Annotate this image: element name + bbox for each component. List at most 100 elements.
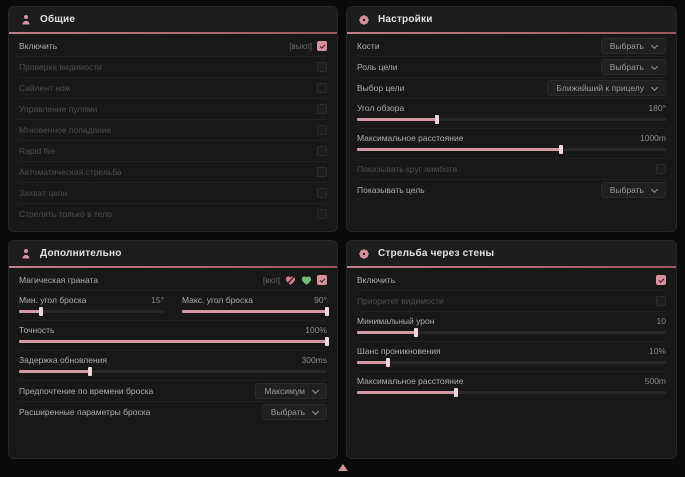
- setting-label: Магическая граната: [19, 275, 99, 285]
- setting-label: Стрелять только в тело: [19, 209, 112, 219]
- slider-fill: [19, 370, 90, 373]
- slider-thumb[interactable]: [435, 115, 440, 124]
- slider-thumb[interactable]: [385, 358, 390, 367]
- setting-label: Максимальное расстояние: [357, 133, 464, 143]
- setting-label: Управление пулями: [19, 104, 98, 114]
- slider-track[interactable]: [357, 115, 666, 124]
- slider-thumb[interactable]: [453, 388, 458, 397]
- slider-fill: [357, 361, 388, 364]
- slider-thumb[interactable]: [38, 307, 43, 316]
- slider: Макс. угол броска 90°: [182, 295, 329, 316]
- slider-head: Мин. угол броска 15°: [19, 295, 164, 306]
- dropdown-button[interactable]: Выбрать: [600, 182, 666, 198]
- slider-track[interactable]: [357, 358, 666, 367]
- slider: Задержка обновления 300ms: [19, 355, 327, 376]
- dropdown-value: Выбрать: [609, 41, 644, 51]
- checkbox[interactable]: [656, 164, 666, 174]
- slider-head: Задержка обновления 300ms: [19, 355, 327, 366]
- setting-row-slider: Задержка обновления 300ms: [19, 351, 327, 381]
- settings-list: Включить Приоритет видимости Минимальный у…: [347, 268, 676, 401]
- slider-track[interactable]: [182, 307, 329, 316]
- slider-thumb[interactable]: [87, 367, 92, 376]
- dropdown-value: Выбрать: [609, 185, 644, 195]
- checkbox[interactable]: [317, 209, 327, 219]
- dropdown-button[interactable]: Ближайший к прицелу: [547, 80, 666, 96]
- dropdown-value: Максимум: [264, 386, 305, 396]
- setting-row-dropdown: Выбор цели Ближайший к прицелу: [357, 78, 666, 99]
- setting-row-toggle: Стрелять только в тело: [19, 204, 327, 224]
- checkbox[interactable]: [317, 104, 327, 114]
- setting-label: Выбор цели: [357, 83, 405, 93]
- checkbox[interactable]: [317, 167, 327, 177]
- chevron-down-icon: [650, 62, 659, 70]
- toggle-state-text: [выкл]: [289, 41, 312, 51]
- checkbox[interactable]: [317, 62, 327, 72]
- slider-value: 180°: [648, 103, 666, 113]
- slider-track[interactable]: [357, 145, 666, 154]
- dropdown-button[interactable]: Максимум: [255, 383, 327, 399]
- checkbox[interactable]: [317, 83, 327, 93]
- setting-row-slider: Минимальный урон 10: [357, 312, 666, 342]
- setting-row-toggle: Сайлент нож: [19, 78, 327, 99]
- slider-half: Макс. угол броска 90°: [182, 295, 329, 316]
- up-arrow-icon[interactable]: [338, 464, 348, 471]
- panel-header: Стрельба через стены: [347, 241, 676, 266]
- slider-head: Максимальное расстояние 500m: [357, 376, 666, 387]
- checkbox[interactable]: [317, 125, 327, 135]
- slider-head: Шанс проникновения 10%: [357, 346, 666, 357]
- checkbox[interactable]: [317, 146, 327, 156]
- slider-thumb[interactable]: [413, 328, 418, 337]
- setting-row-toggle: Магическая граната [вкл]: [19, 270, 327, 291]
- setting-row-dropdown: Расширенные параметры броска Выбрать: [19, 402, 327, 422]
- slider: Точность 100%: [19, 325, 329, 346]
- dropdown-button[interactable]: Выбрать: [261, 404, 327, 420]
- setting-row-dropdown: Роль цели Выбрать: [357, 57, 666, 78]
- slider-thumb[interactable]: [325, 337, 329, 346]
- setting-row-toggle: Показывать круг аимбота: [357, 159, 666, 180]
- panel-header: Настройки: [347, 7, 676, 32]
- slider-value: 500m: [644, 376, 666, 386]
- slider-track[interactable]: [19, 307, 164, 316]
- row-controls: [317, 167, 327, 177]
- dropdown-button[interactable]: Выбрать: [600, 59, 666, 75]
- checkbox[interactable]: [317, 41, 327, 51]
- row-controls: [317, 62, 327, 72]
- slider-track[interactable]: [19, 367, 327, 376]
- slider-half: Мин. угол броска 15°: [19, 295, 164, 316]
- setting-label: Автоматическая стрельба: [19, 167, 122, 177]
- header-underline: [9, 266, 337, 268]
- person-icon: [20, 248, 32, 260]
- setting-row-toggle: Включить: [357, 270, 666, 291]
- slider-track[interactable]: [357, 328, 666, 337]
- slider-fill: [357, 391, 456, 394]
- settings-list: Магическая граната [вкл] Мин. угол броска 1…: [9, 268, 337, 422]
- setting-label: Предпочтение по времени броска: [19, 386, 154, 396]
- setting-label: Показывать круг аимбота: [357, 164, 458, 174]
- dropdown-value: Выбрать: [609, 62, 644, 72]
- slider-value: 10%: [648, 346, 666, 356]
- row-controls: [317, 209, 327, 219]
- slider-track[interactable]: [357, 388, 666, 397]
- slider-thumb[interactable]: [325, 307, 329, 316]
- broken-heart-icon[interactable]: [285, 275, 296, 286]
- row-controls: [656, 275, 666, 285]
- checkbox[interactable]: [656, 275, 666, 285]
- row-controls: [вкл]: [263, 275, 327, 286]
- setting-label: Показывать цель: [357, 185, 425, 195]
- slider-track[interactable]: [19, 337, 329, 346]
- checkbox[interactable]: [656, 296, 666, 306]
- slider-fill: [182, 310, 327, 313]
- checkbox[interactable]: [317, 188, 327, 198]
- checkbox[interactable]: [317, 275, 327, 285]
- heart-icon[interactable]: [301, 275, 312, 286]
- slider-head: Точность 100%: [19, 325, 327, 336]
- slider-thumb[interactable]: [558, 145, 563, 154]
- dropdown-value: Ближайший к прицелу: [556, 83, 644, 93]
- dropdown-button[interactable]: Выбрать: [600, 38, 666, 54]
- setting-row-toggle: Управление пулями: [19, 99, 327, 120]
- slider-value: 15°: [151, 295, 164, 305]
- slider-head: Минимальный урон 10: [357, 316, 666, 327]
- setting-label: Задержка обновления: [19, 355, 108, 365]
- slider: Шанс проникновения 10%: [357, 346, 666, 367]
- slider-value: 90°: [314, 295, 327, 305]
